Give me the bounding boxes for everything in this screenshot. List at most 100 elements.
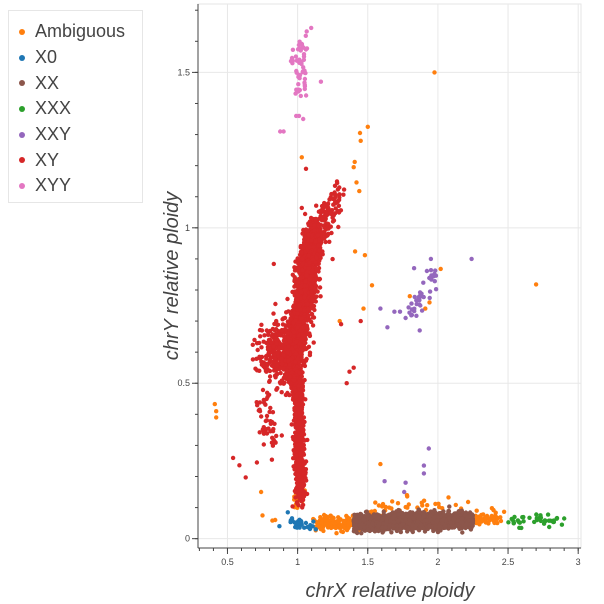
series-xy <box>230 166 363 510</box>
data-point <box>455 518 461 523</box>
data-point <box>351 165 356 170</box>
data-point <box>459 516 465 521</box>
data-point <box>301 361 307 366</box>
data-point <box>293 259 298 264</box>
data-point <box>428 256 434 262</box>
data-point <box>290 272 295 277</box>
data-point <box>342 520 347 525</box>
data-point <box>319 520 324 525</box>
data-point <box>354 519 359 524</box>
data-point <box>501 509 507 514</box>
data-point <box>427 300 432 305</box>
data-point <box>534 516 539 521</box>
data-point <box>390 499 395 504</box>
data-point <box>493 510 498 515</box>
data-point <box>407 294 412 299</box>
data-point <box>438 266 443 272</box>
data-point <box>532 519 537 525</box>
data-point <box>376 523 381 528</box>
data-point <box>365 124 370 129</box>
data-point <box>403 315 408 321</box>
data-point <box>469 256 474 262</box>
data-point <box>332 525 337 530</box>
data-point <box>428 268 434 273</box>
data-point <box>358 138 363 143</box>
data-point <box>432 508 437 513</box>
data-point <box>336 515 341 520</box>
data-point <box>344 513 349 519</box>
data-point <box>423 306 428 311</box>
data-point <box>433 287 439 292</box>
data-point <box>339 529 344 534</box>
data-point <box>386 512 391 518</box>
data-point <box>421 513 426 519</box>
data-point <box>383 504 388 510</box>
data-point <box>302 525 307 530</box>
data-point <box>447 516 452 521</box>
data-point <box>410 529 415 535</box>
data-point <box>273 517 278 523</box>
data-point <box>317 285 323 290</box>
data-point <box>559 522 565 527</box>
data-point <box>376 514 381 519</box>
series-ambiguous <box>212 70 539 536</box>
data-point <box>464 522 469 527</box>
data-point <box>392 309 397 314</box>
data-point <box>417 514 422 519</box>
data-point <box>299 155 304 160</box>
data-point <box>413 524 418 529</box>
data-point <box>366 520 371 526</box>
data-point <box>378 461 383 467</box>
data-point <box>511 521 516 526</box>
data-point <box>521 519 526 524</box>
data-point <box>305 524 310 530</box>
data-point <box>414 298 419 303</box>
data-point <box>381 509 386 514</box>
data-point <box>383 525 388 530</box>
data-point <box>414 313 419 318</box>
data-point <box>385 325 390 330</box>
data-point <box>429 273 434 278</box>
data-point <box>424 268 430 274</box>
data-point <box>302 211 308 217</box>
data-point <box>417 293 423 299</box>
data-point <box>433 268 438 273</box>
data-point <box>417 328 422 333</box>
data-point <box>432 70 437 75</box>
data-point <box>338 525 343 530</box>
data-point <box>421 463 427 468</box>
data-point <box>459 520 465 525</box>
data-point <box>459 508 464 513</box>
data-point <box>412 306 417 311</box>
data-point <box>316 523 321 528</box>
data-point <box>389 530 394 535</box>
data-point <box>334 531 339 536</box>
data-point <box>277 524 282 529</box>
data-point <box>379 504 385 509</box>
data-point <box>427 289 433 294</box>
plot-frame <box>197 3 582 549</box>
data-point <box>314 203 319 208</box>
data-point <box>406 305 411 310</box>
data-point <box>446 511 451 516</box>
data-point <box>214 409 219 414</box>
data-point <box>498 518 504 524</box>
data-point <box>300 231 305 236</box>
data-point <box>288 518 293 523</box>
data-point <box>512 514 517 520</box>
data-point <box>498 515 503 520</box>
data-point <box>311 519 316 524</box>
data-point <box>391 520 397 525</box>
data-point <box>404 493 410 498</box>
data-point <box>296 521 302 526</box>
data-point <box>214 415 219 420</box>
data-point <box>352 159 357 165</box>
data-point <box>487 518 492 523</box>
data-point <box>361 517 367 522</box>
data-point <box>494 515 499 520</box>
data-point <box>310 524 315 529</box>
data-point <box>318 527 324 532</box>
data-point <box>545 512 551 517</box>
data-point <box>427 523 432 529</box>
data-point <box>304 325 310 330</box>
